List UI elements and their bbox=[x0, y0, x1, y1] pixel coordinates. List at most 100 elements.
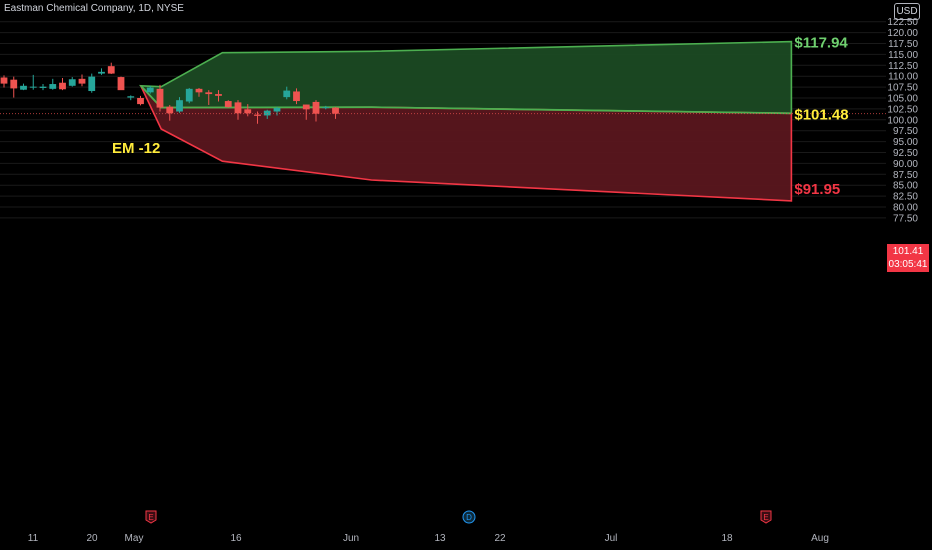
candle-body bbox=[78, 78, 86, 84]
candle-body bbox=[156, 88, 164, 108]
candle-body bbox=[68, 79, 76, 86]
earnings-marker-icon[interactable]: E bbox=[760, 510, 772, 524]
candle bbox=[224, 100, 232, 108]
em-label: EM -12 bbox=[112, 140, 160, 157]
candle-body bbox=[29, 86, 37, 88]
middle-projection-line bbox=[140, 85, 792, 115]
x-tick-label: May bbox=[125, 533, 144, 544]
lower-target-label: $91.95 bbox=[794, 181, 840, 198]
candle-body bbox=[293, 91, 300, 102]
candle-body bbox=[146, 87, 154, 93]
x-tick-label: Jul bbox=[605, 533, 618, 544]
x-tick-label: 22 bbox=[494, 533, 506, 544]
candle-body bbox=[205, 92, 213, 95]
candle-body bbox=[283, 90, 291, 98]
earnings-marker-icon[interactable]: E bbox=[145, 510, 157, 524]
candle bbox=[166, 104, 174, 121]
candle bbox=[302, 104, 310, 120]
candle bbox=[78, 74, 86, 87]
y-tick-label: 122.50 bbox=[887, 17, 918, 28]
upper-target-label: $117.94 bbox=[794, 35, 848, 52]
svg-text:E: E bbox=[148, 513, 153, 522]
candle bbox=[49, 78, 57, 90]
candle bbox=[127, 95, 135, 101]
candle bbox=[312, 100, 320, 122]
y-tick-label: 85.00 bbox=[893, 181, 918, 192]
candle bbox=[88, 73, 96, 93]
candle bbox=[137, 95, 144, 106]
candle-body bbox=[312, 101, 320, 114]
symbol-title: Eastman Chemical Company, 1D, NYSE bbox=[4, 3, 184, 14]
x-tick-label: Aug bbox=[811, 533, 829, 544]
price-axis[interactable]: 122.50120.00117.50115.00112.50110.00107.… bbox=[887, 17, 918, 224]
candle bbox=[185, 87, 193, 104]
y-tick-label: 92.50 bbox=[893, 148, 918, 159]
last-price-value: 101.41 bbox=[892, 246, 924, 257]
y-tick-label: 97.50 bbox=[893, 126, 918, 137]
y-tick-label: 77.50 bbox=[893, 213, 918, 224]
candle-body bbox=[20, 85, 27, 90]
y-tick-label: 120.00 bbox=[887, 28, 918, 39]
y-tick-label: 90.00 bbox=[893, 159, 918, 170]
candle-body bbox=[117, 77, 125, 91]
candle bbox=[195, 87, 203, 97]
candle-body bbox=[224, 101, 232, 108]
candle bbox=[39, 84, 47, 91]
candle-body bbox=[176, 100, 183, 112]
candle-body bbox=[322, 107, 330, 109]
company-name: Eastman Chemical Company bbox=[4, 3, 133, 14]
exchange-label: NYSE bbox=[156, 3, 184, 14]
y-tick-label: 82.50 bbox=[893, 192, 918, 203]
y-tick-label: 102.50 bbox=[887, 104, 918, 115]
interval-label: 1D bbox=[138, 3, 152, 14]
candle bbox=[254, 111, 261, 124]
dividend-marker-icon[interactable]: D bbox=[462, 510, 476, 524]
candle bbox=[234, 100, 242, 120]
y-tick-label: 107.50 bbox=[887, 83, 918, 94]
candle bbox=[146, 85, 154, 94]
candle-body bbox=[10, 79, 18, 89]
candle-body bbox=[215, 94, 222, 96]
x-tick-label: 20 bbox=[86, 533, 98, 544]
time-axis[interactable]: 11 20 May 16 Jun 13 22 Jul 18 Aug bbox=[28, 533, 829, 544]
candle bbox=[29, 74, 37, 90]
y-tick-label: 87.50 bbox=[893, 170, 918, 181]
candle-body bbox=[49, 84, 57, 89]
candle bbox=[263, 109, 271, 119]
y-tick-label: 100.00 bbox=[887, 115, 918, 126]
candle-body bbox=[185, 88, 193, 102]
candle bbox=[205, 90, 213, 105]
candle-body bbox=[39, 86, 47, 88]
y-tick-label: 112.50 bbox=[888, 61, 918, 72]
candle bbox=[20, 83, 27, 91]
candle-body bbox=[195, 88, 203, 93]
candle-body bbox=[137, 98, 144, 105]
candle bbox=[68, 77, 76, 87]
candle bbox=[322, 105, 330, 110]
countdown-timer: 03:05:41 bbox=[888, 259, 928, 270]
candle-body bbox=[302, 104, 310, 110]
candle bbox=[107, 62, 115, 75]
candle-body bbox=[59, 82, 66, 90]
candle-body bbox=[263, 110, 271, 116]
y-tick-label: 95.00 bbox=[893, 137, 918, 148]
candle bbox=[332, 107, 339, 119]
candle-body bbox=[254, 114, 261, 116]
x-tick-label: 18 bbox=[721, 533, 733, 544]
y-tick-label: 110.00 bbox=[888, 72, 918, 83]
candle bbox=[176, 97, 183, 113]
candle bbox=[215, 90, 222, 102]
candle bbox=[98, 68, 105, 75]
candle bbox=[117, 76, 125, 91]
candle-body bbox=[332, 107, 339, 114]
candle-body bbox=[98, 71, 105, 74]
currency-button[interactable]: USD bbox=[894, 3, 920, 20]
x-tick-label: Jun bbox=[343, 533, 359, 544]
candle-body bbox=[273, 108, 281, 112]
y-tick-label: 115.00 bbox=[888, 50, 918, 61]
candle bbox=[156, 84, 164, 112]
candle bbox=[59, 77, 66, 91]
svg-text:D: D bbox=[466, 513, 472, 522]
